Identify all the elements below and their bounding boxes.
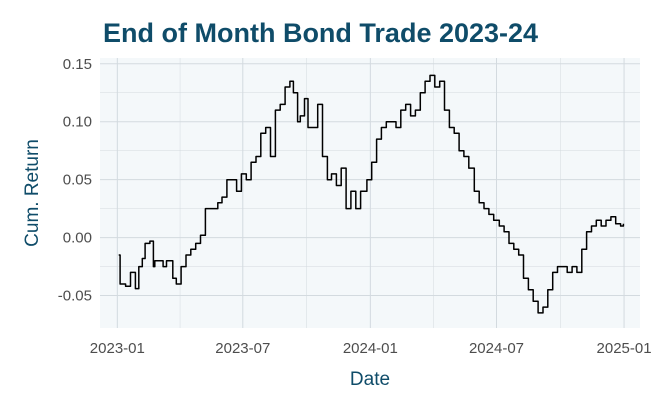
- y-tick-label: 0.15: [63, 56, 92, 73]
- y-tick-label: 0.10: [63, 114, 92, 131]
- x-tick-label: 2024-01: [343, 340, 398, 357]
- x-tick-label: 2025-01: [597, 340, 652, 357]
- chart-title: End of Month Bond Trade 2023-24: [103, 18, 538, 48]
- x-tick-label: 2023-01: [90, 340, 145, 357]
- x-axis-label: Date: [350, 369, 390, 390]
- y-axis-label: Cum. Return: [22, 139, 43, 247]
- x-axis-ticks: 2023-01 2023-07 2024-01 2024-07 2025-01: [90, 340, 652, 357]
- series-line: [118, 74, 625, 314]
- y-tick-label: 0.05: [63, 172, 92, 189]
- y-tick-label: 0.00: [63, 230, 92, 247]
- grid-lines: [100, 58, 640, 328]
- x-tick-label: 2023-07: [215, 340, 270, 357]
- x-tick-label: 2024-07: [469, 340, 524, 357]
- y-tick-label: -0.05: [58, 288, 92, 305]
- y-axis-ticks: -0.05 0.00 0.05 0.10 0.15: [58, 56, 92, 305]
